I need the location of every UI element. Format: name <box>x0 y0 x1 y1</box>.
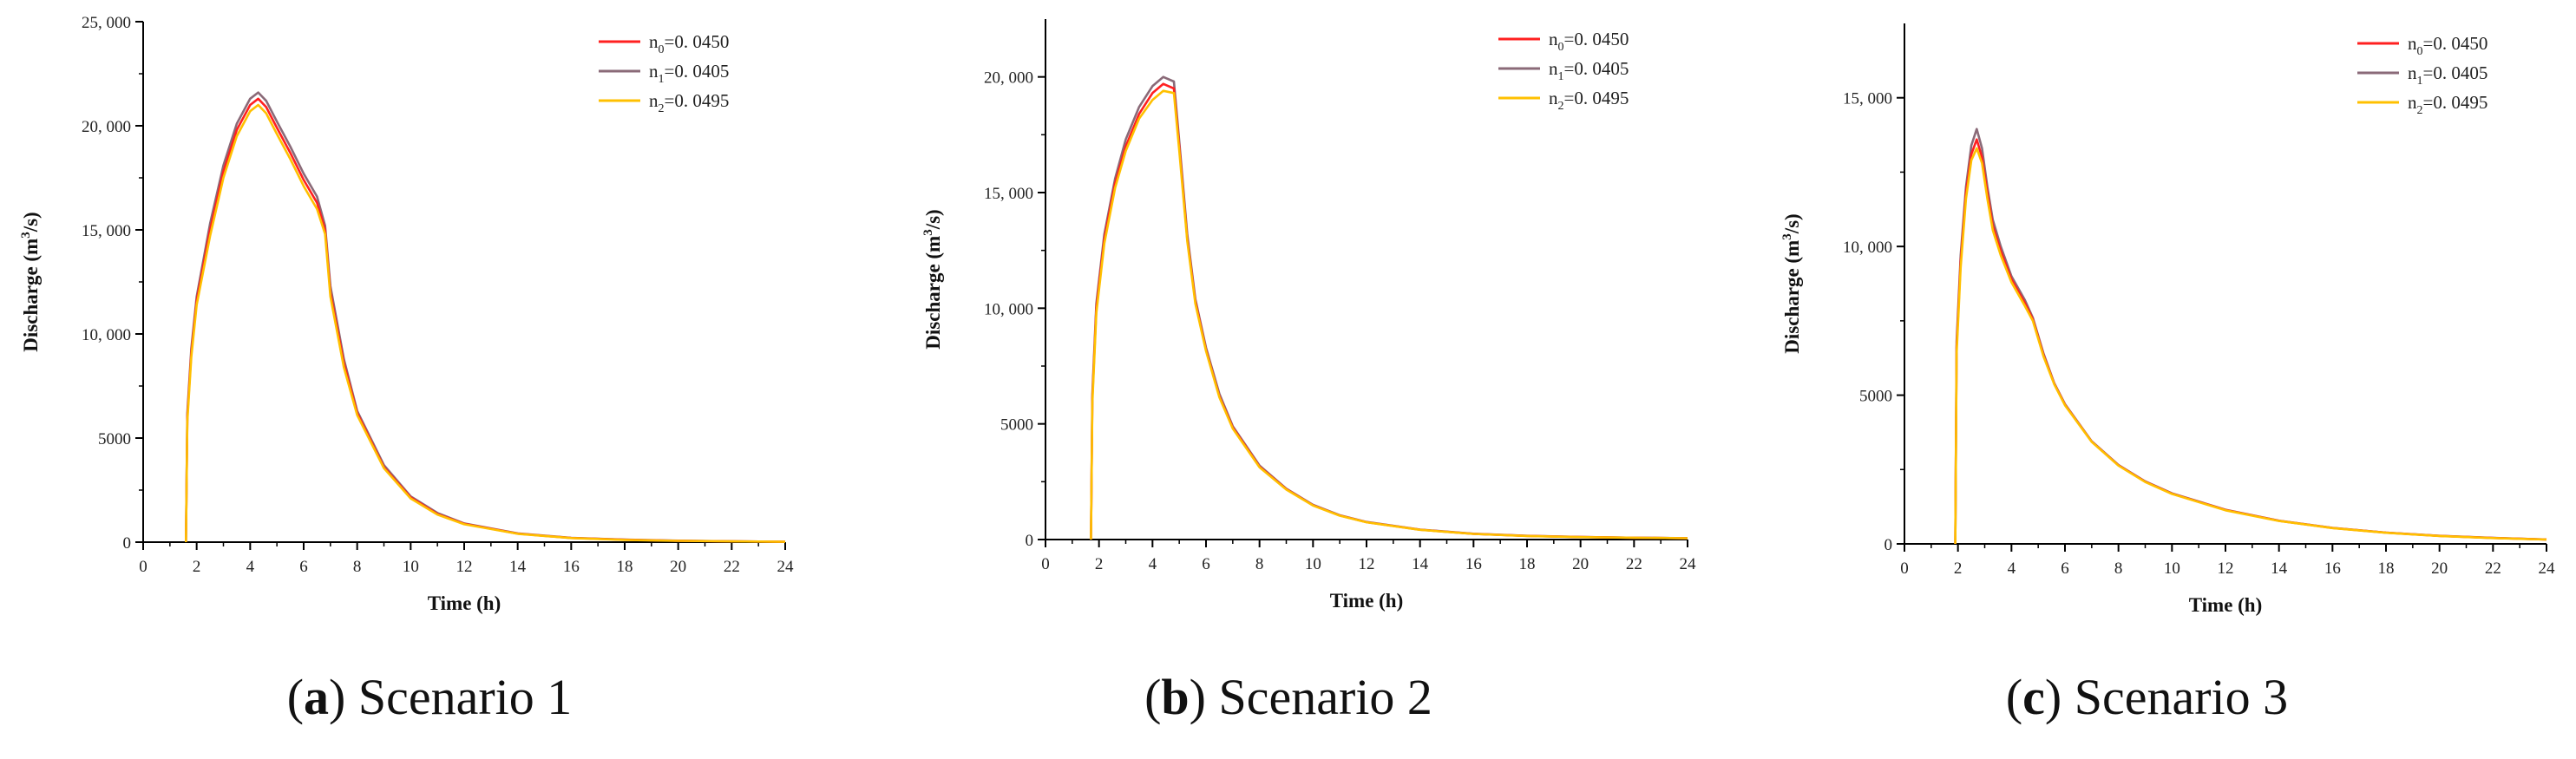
caption-letter: c <box>2022 669 2045 725</box>
y-tick-label: 10, 000 <box>984 300 1033 318</box>
series-line-n1 <box>1090 75 1688 540</box>
legend-label-n2: n2=0. 0495 <box>1549 88 1629 113</box>
x-tick-label: 12 <box>1359 555 1375 573</box>
legend-label-n2: n2=0. 0495 <box>649 90 729 115</box>
caption-text: Scenario 2 <box>1218 669 1432 725</box>
x-tick-label: 0 <box>139 558 147 576</box>
legend-label-n1: n1=0. 0405 <box>649 61 729 86</box>
series-line-n0 <box>185 97 786 543</box>
x-tick-label: 2 <box>1095 555 1104 573</box>
x-tick-label: 20 <box>1572 555 1589 573</box>
x-tick-label: 20 <box>2431 559 2448 578</box>
x-axis-label: Time (h) <box>2189 594 2263 616</box>
y-tick-label: 0 <box>123 534 132 553</box>
x-tick-label: 16 <box>1465 555 1482 573</box>
y-tick-label: 5000 <box>98 430 131 448</box>
x-tick-label: 20 <box>670 558 686 576</box>
y-tick-label: 15, 000 <box>82 222 131 240</box>
y-tick-label: 0 <box>1884 536 1893 554</box>
x-tick-label: 14 <box>509 558 527 576</box>
chart-panel-b: 0 2 4 6 8 10 12 14 16 18 20 22 24 0 5000 10, 000 15, 000… <box>859 0 1718 759</box>
y-tick-label: 0 <box>1026 532 1034 550</box>
series-line-n2 <box>1954 147 2547 545</box>
y-tick-label: 25, 000 <box>82 14 131 32</box>
legend-label-n0: n0=0. 0450 <box>649 31 729 56</box>
x-tick-label: 8 <box>2114 559 2123 578</box>
x-tick-label: 10 <box>1305 555 1321 573</box>
x-tick-label: 12 <box>2218 559 2234 578</box>
y-tick-label: 5000 <box>1859 388 1892 406</box>
x-tick-label: 18 <box>1519 555 1536 573</box>
series-line-n1 <box>1954 128 2547 545</box>
caption-b: (b) Scenario 2 <box>1144 669 1432 725</box>
caption-text: Scenario 1 <box>357 669 573 725</box>
x-tick-label: 10 <box>2164 559 2180 578</box>
x-tick-label: 2 <box>193 558 201 576</box>
y-tick-label: 15, 000 <box>1843 90 1892 108</box>
x-tick-label: 16 <box>563 558 580 576</box>
series-line-n1 <box>185 91 786 543</box>
x-tick-label: 6 <box>1202 555 1210 573</box>
legend-label-n2: n2=0. 0495 <box>2408 92 2488 117</box>
caption-text: Scenario 3 <box>2074 669 2289 725</box>
y-tick-label: 15, 000 <box>984 185 1033 203</box>
x-tick-label: 4 <box>1149 555 1157 573</box>
series-line-n2 <box>1090 89 1688 540</box>
x-tick-label: 24 <box>1680 555 1697 573</box>
y-axis-label: Discharge (m3/s) <box>921 209 944 349</box>
y-axis-label: Discharge (m3/s) <box>1780 213 1803 353</box>
x-tick-label: 24 <box>2539 559 2556 578</box>
legend-label-n1: n1=0. 0405 <box>1549 58 1629 83</box>
x-tick-label: 18 <box>2378 559 2395 578</box>
x-tick-label: 2 <box>1954 559 1963 578</box>
y-tick-label: 5000 <box>1000 416 1033 435</box>
caption-letter: a <box>304 669 330 725</box>
caption-letter: b <box>1161 669 1190 725</box>
x-tick-label: 16 <box>2324 559 2341 578</box>
x-tick-label: 4 <box>2008 559 2016 578</box>
legend-label-n0: n0=0. 0450 <box>2408 33 2488 58</box>
y-tick-label: 20, 000 <box>82 118 131 136</box>
x-tick-label: 22 <box>724 558 740 576</box>
x-tick-label: 10 <box>403 558 419 576</box>
x-tick-label: 4 <box>246 558 255 576</box>
x-tick-label: 24 <box>777 558 795 576</box>
x-tick-label: 14 <box>1412 555 1429 573</box>
y-tick-label: 10, 000 <box>82 326 131 344</box>
x-tick-label: 8 <box>1255 555 1264 573</box>
x-tick-label: 0 <box>1041 555 1050 573</box>
y-tick-label: 20, 000 <box>984 69 1033 88</box>
x-tick-label: 12 <box>456 558 473 576</box>
x-tick-label: 6 <box>299 558 308 576</box>
x-tick-label: 18 <box>617 558 633 576</box>
y-axis-label: Discharge (m3/s) <box>19 212 42 351</box>
caption-c: (c) Scenario 3 <box>2005 669 2289 725</box>
series-line-n0 <box>1954 138 2547 545</box>
series-line-n2 <box>185 103 786 543</box>
x-tick-label: 0 <box>1900 559 1909 578</box>
x-tick-label: 6 <box>2061 559 2069 578</box>
x-tick-label: 14 <box>2271 559 2288 578</box>
legend-label-n0: n0=0. 0450 <box>1549 29 1629 54</box>
caption-a: (a) Scenario 1 <box>286 669 573 725</box>
chart-panel-c: 0 2 4 6 8 10 12 14 16 18 20 22 24 0 5000 10, 000 15, 000… <box>1718 0 2576 759</box>
x-tick-label: 22 <box>2485 559 2501 578</box>
x-axis-label: Time (h) <box>1330 590 1404 612</box>
x-axis-label: Time (h) <box>428 592 501 614</box>
chart-panel-a: 0 2 4 6 8 10 12 14 16 18 20 22 24 0 5000 10, 000 15, 000… <box>0 0 859 759</box>
legend-label-n1: n1=0. 0405 <box>2408 62 2488 88</box>
x-tick-label: 8 <box>353 558 362 576</box>
y-tick-label: 10, 000 <box>1843 239 1892 257</box>
x-tick-label: 22 <box>1626 555 1642 573</box>
